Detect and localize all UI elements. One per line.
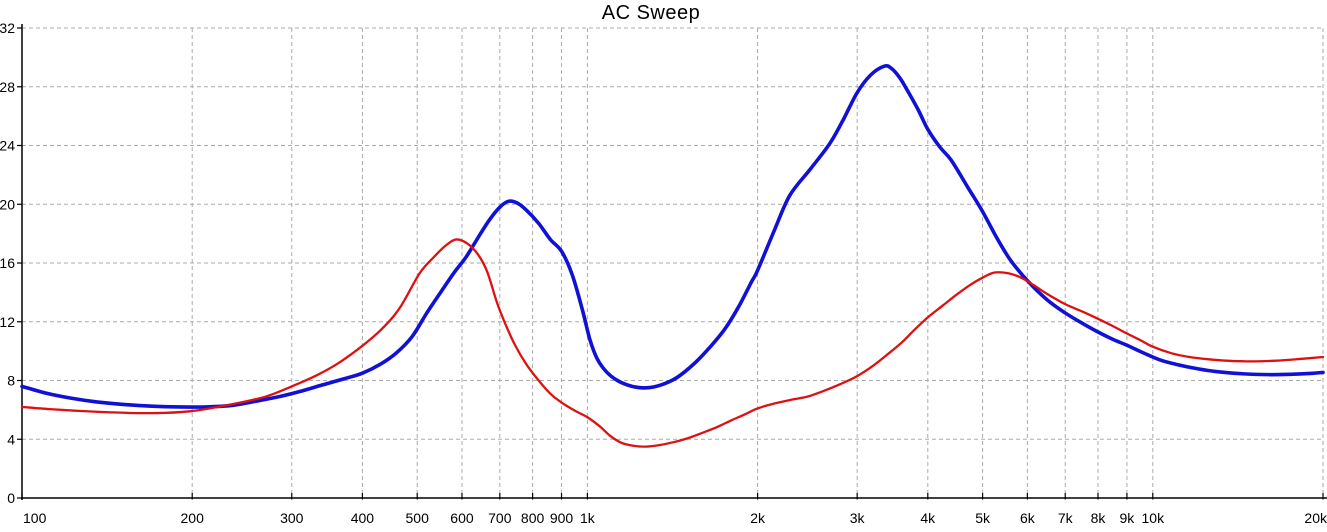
x-tick-label: 4k xyxy=(920,510,936,526)
x-tick-label: 200 xyxy=(181,510,205,526)
x-tick-label: 1k xyxy=(580,510,596,526)
y-tick-label: 0 xyxy=(7,490,15,506)
x-tick-label: 6k xyxy=(1020,510,1036,526)
chart-title: AC Sweep xyxy=(602,2,701,24)
x-tick-label: 7k xyxy=(1058,510,1074,526)
x-tick-label: 700 xyxy=(488,510,512,526)
x-tick-label: 20k xyxy=(1304,510,1327,526)
series-layer xyxy=(20,64,1325,448)
y-tick-label: 8 xyxy=(7,373,15,389)
x-tick-label: 900 xyxy=(550,510,574,526)
y-tick-label: 4 xyxy=(7,431,15,447)
x-tick-label: 3k xyxy=(850,510,866,526)
x-tick-label: 5k xyxy=(975,510,991,526)
tick-label-layer: 100 200 300 400 500 600 700 800 900 1k 2k 3k 4k 5k 6k 7… xyxy=(0,20,1327,526)
x-tick-label: 300 xyxy=(280,510,304,526)
y-tick-label: 32 xyxy=(0,20,15,36)
y-tick-label: 28 xyxy=(0,79,15,95)
x-tick-label: 600 xyxy=(450,510,474,526)
y-tick-label: 20 xyxy=(0,196,15,212)
x-tick-label: 100 xyxy=(23,510,47,526)
blue-trace-curve xyxy=(20,64,1325,409)
x-tick-label: 9k xyxy=(1120,510,1136,526)
x-tick-label: 800 xyxy=(521,510,545,526)
x-tick-label: 10k xyxy=(1142,510,1166,526)
axes-layer xyxy=(17,24,1327,500)
y-tick-label: 24 xyxy=(0,138,15,154)
x-tick-label: 8k xyxy=(1091,510,1107,526)
y-tick-label: 12 xyxy=(0,314,15,330)
grid-layer xyxy=(22,27,1324,498)
x-tick-label: 500 xyxy=(406,510,430,526)
x-tick-label: 2k xyxy=(750,510,766,526)
y-tick-label: 16 xyxy=(0,255,15,271)
x-tick-label: 400 xyxy=(351,510,375,526)
red-trace-curve xyxy=(20,238,1325,448)
